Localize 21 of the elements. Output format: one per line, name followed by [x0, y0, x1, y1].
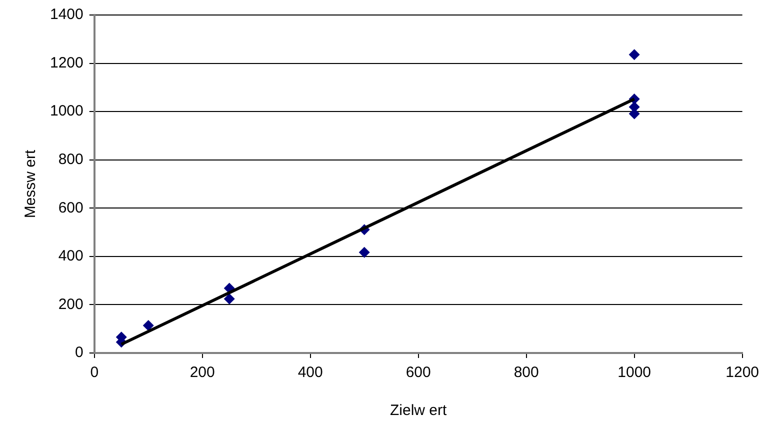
x-tick-label: 800 [514, 364, 539, 382]
y-tick-label: 600 [58, 199, 84, 216]
y-tick-label: 400 [58, 248, 84, 265]
point [142, 320, 154, 331]
y-tick-label: 800 [58, 151, 84, 168]
x-tick-label: 200 [190, 364, 215, 382]
x-axis-title: Zielw ert [390, 402, 448, 420]
point [358, 246, 370, 258]
x-tick-label: 600 [406, 364, 431, 382]
x-tick-label: 0 [90, 364, 99, 382]
y-tick-label: 200 [58, 296, 84, 313]
x-tick-label: 1000 [618, 364, 652, 382]
y-tick-label: 1400 [50, 6, 84, 24]
y-tick-label: 0 [75, 344, 84, 362]
y-axis-title: Messw ert [22, 148, 40, 218]
y-tick-label: 1000 [50, 102, 84, 120]
y-tick-label: 1200 [50, 54, 84, 72]
point [628, 49, 640, 60]
point [224, 293, 235, 304]
x-tick-label: 1200 [726, 364, 760, 382]
x-tick-label: 400 [298, 364, 323, 382]
